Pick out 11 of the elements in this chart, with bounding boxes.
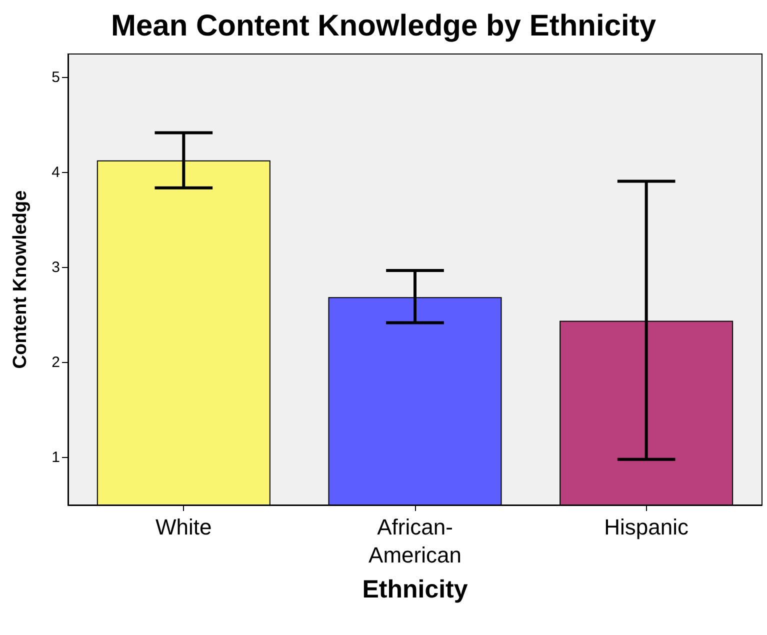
y-axis-title: Content Knowledge <box>10 190 31 369</box>
y-tick-label: 3 <box>52 259 60 276</box>
x-tick-label: Hispanic <box>604 514 689 540</box>
x-tick-label: White <box>156 514 212 540</box>
y-tick-label: 4 <box>52 164 60 182</box>
y-tick-label: 1 <box>52 449 60 466</box>
chart-title: Mean Content Knowledge by Ethnicity <box>110 10 656 42</box>
x-tick-label: African-American <box>368 514 462 568</box>
x-axis-title: Ethnicity <box>362 576 468 604</box>
y-tick-label: 2 <box>52 354 60 372</box>
y-tick-label: 5 <box>52 69 60 86</box>
